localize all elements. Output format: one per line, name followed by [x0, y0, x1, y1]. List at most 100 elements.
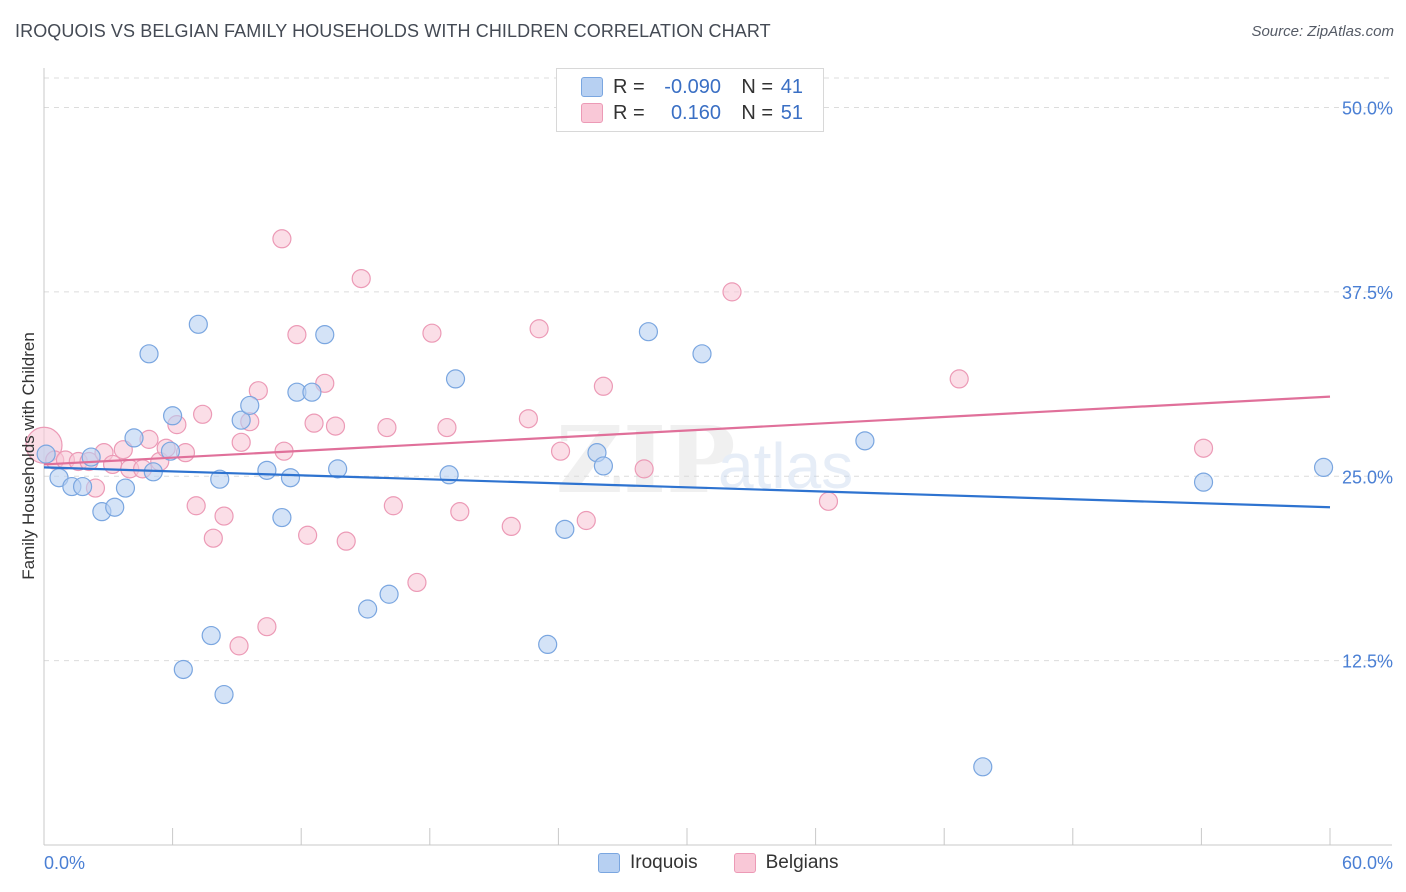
iroquois-point-6 [105, 497, 125, 517]
iroquois-point-8 [124, 428, 144, 448]
n-value: 51 [780, 101, 803, 124]
belgians-point-34 [377, 417, 397, 438]
belgians-swatch [581, 103, 603, 123]
belgians-point-40 [501, 516, 521, 537]
iroquois-point-27 [358, 599, 378, 619]
iroquois-point-21 [272, 507, 292, 528]
belgians-point-33 [351, 269, 371, 289]
iroquois-trend-line [43, 466, 1331, 509]
grid-lines [44, 77, 1392, 662]
iroquois-swatch [581, 77, 603, 97]
belgians-point-25 [272, 229, 292, 249]
iroquois-point-16 [210, 469, 230, 489]
r-value: -0.090 [664, 75, 721, 98]
iroquois-swatch [598, 853, 620, 873]
belgians-point-47 [722, 282, 742, 302]
iroquois-points [36, 314, 1334, 777]
belgians-point-42 [529, 319, 549, 339]
iroquois-point-36 [692, 344, 712, 364]
n-value: 41 [780, 75, 803, 98]
y-tick-label-1: 25.0% [1342, 467, 1393, 487]
iroquois-point-31 [538, 634, 558, 655]
iroquois-point-22 [280, 468, 301, 488]
y-tick-label-0: 12.5% [1342, 652, 1393, 672]
iroquois-point-7 [115, 478, 136, 498]
belgians-point-45 [593, 376, 614, 396]
y-axis-label: Family Households with Children [19, 332, 38, 580]
belgians-point-27 [287, 325, 307, 345]
belgians-point-28 [298, 525, 318, 545]
legend-row-iroquois: R = -0.090 N = 41 [581, 75, 803, 99]
iroquois-point-3 [72, 476, 93, 497]
belgians-point-48 [818, 491, 839, 511]
r-value: 0.160 [670, 101, 721, 124]
iroquois-point-34 [593, 456, 614, 476]
belgians-point-19 [214, 506, 234, 526]
y-tick-label-3: 50.0% [1342, 99, 1393, 119]
belgians-point-23 [248, 381, 268, 401]
iroquois-point-9 [139, 344, 159, 364]
legend-item-belgians: Belgians [733, 852, 839, 874]
stats-legend: R = -0.090 N = 41 R = 0.160 N = 51 [556, 68, 824, 132]
belgians-trend-line [43, 395, 1331, 466]
belgians-point-37 [422, 323, 442, 343]
belgians-point-24 [257, 617, 277, 637]
x-tick-label-max: 60.0% [1342, 853, 1393, 873]
belgians-point-31 [325, 416, 346, 436]
r-label: R = [613, 101, 645, 124]
belgians-point-29 [304, 413, 324, 433]
iroquois-point-0 [36, 444, 56, 464]
legend-item-iroquois: Iroquois [598, 852, 698, 874]
iroquois-point-35 [638, 322, 659, 342]
iroquois-point-20 [257, 460, 277, 480]
belgians-point-18 [203, 528, 223, 548]
belgians-swatch [733, 853, 756, 873]
legend-row-belgians: R = 0.160 N = 51 [581, 101, 803, 125]
regression-lines [43, 395, 1331, 509]
iroquois-point-37 [855, 431, 875, 451]
belgians-point-17 [193, 404, 213, 424]
iroquois-point-24 [302, 382, 322, 402]
iroquois-point-15 [201, 625, 221, 646]
legend-label-belgians: Belgians [765, 852, 839, 873]
belgians-point-38 [437, 417, 457, 438]
iroquois-point-18 [231, 410, 251, 430]
iroquois-point-30 [445, 369, 466, 389]
iroquois-point-28 [379, 584, 399, 604]
iroquois-point-32 [555, 519, 575, 539]
iroquois-point-26 [328, 459, 348, 479]
belgians-point-16 [186, 496, 206, 516]
iroquois-point-25 [315, 325, 335, 345]
iroquois-point-19 [240, 395, 260, 416]
iroquois-point-39 [1193, 472, 1214, 492]
belgians-point-39 [450, 502, 470, 522]
y-tick-label-2: 37.5% [1342, 283, 1393, 303]
series-legend: Iroquois Belgians [598, 852, 875, 874]
belgians-point-46 [634, 459, 654, 479]
belgians-point-43 [550, 441, 571, 461]
source-label: Source: ZipAtlas.com [1251, 23, 1394, 40]
n-label: N = [741, 75, 773, 98]
belgians-point-41 [518, 409, 538, 429]
r-label: R = [613, 75, 645, 98]
legend-label-iroquois: Iroquois [630, 852, 698, 873]
iroquois-point-17 [214, 684, 234, 705]
belgians-point-20 [229, 636, 249, 656]
belgians-point-35 [383, 496, 403, 516]
belgians-point-21 [231, 432, 251, 452]
x-tick-label-min: 0.0% [44, 853, 85, 873]
belgians-point-49 [949, 369, 969, 389]
iroquois-point-13 [173, 659, 193, 680]
chart-title: IROQUOIS VS BELGIAN FAMILY HOUSEHOLDS WI… [15, 21, 771, 41]
belgians-point-36 [407, 572, 427, 593]
iroquois-point-11 [160, 441, 181, 461]
n-label: N = [741, 101, 773, 124]
iroquois-point-38 [973, 757, 993, 777]
tick-labels: 12.5% 25.0% 37.5% 50.0% 0.0% 60.0% [44, 99, 1393, 874]
belgians-point-50 [1193, 438, 1214, 458]
iroquois-point-14 [188, 314, 208, 334]
belgians-point-44 [576, 510, 596, 531]
iroquois-point-12 [163, 406, 183, 426]
iroquois-point-40 [1313, 457, 1334, 477]
